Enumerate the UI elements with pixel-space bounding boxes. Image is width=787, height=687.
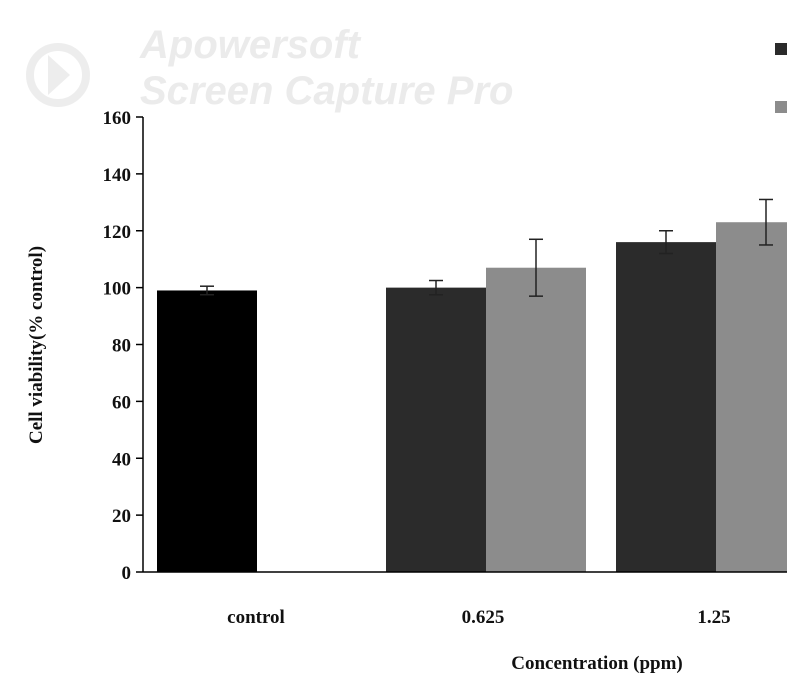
x-axis-title: Concentration (ppm) <box>511 653 683 674</box>
y-tick-label: 160 <box>103 108 132 129</box>
error-bar <box>529 238 543 297</box>
y-tick-label: 120 <box>103 222 132 243</box>
x-category-label: 0.625 <box>462 607 505 628</box>
x-axis-category-labels: control 0.625 1.25 <box>227 607 730 628</box>
legend-swatch <box>775 101 787 113</box>
watermark-line2: Screen Capture Pro <box>140 69 513 113</box>
bar <box>157 290 257 572</box>
x-category-label: 1.25 <box>697 607 730 628</box>
error-bars <box>200 198 773 297</box>
bar <box>716 222 787 572</box>
bar <box>616 242 716 572</box>
y-tick-label: 80 <box>112 336 131 357</box>
y-axis-title: Cell viability(% control) <box>26 246 47 444</box>
y-tick-label: 100 <box>103 279 132 300</box>
bars <box>157 222 787 572</box>
legend-swatch <box>775 43 787 55</box>
y-tick-label: 60 <box>112 392 131 413</box>
legend <box>775 43 787 113</box>
y-tick-label: 40 <box>112 449 131 470</box>
bar <box>486 267 586 572</box>
error-bar <box>759 198 773 246</box>
error-bar <box>659 230 673 255</box>
y-tick-label: 20 <box>112 506 131 527</box>
x-category-label: control <box>227 607 285 628</box>
watermark-line1: Apowersoft <box>139 23 362 67</box>
error-bar <box>429 279 443 296</box>
y-tick-label: 0 <box>122 563 132 584</box>
bar <box>386 287 486 572</box>
watermark-logo-icon <box>26 43 90 107</box>
y-tick-label: 140 <box>103 165 132 186</box>
y-axis-ticks: 0 20 40 60 80 100 120 140 160 <box>103 108 143 584</box>
watermark: Apowersoft Screen Capture Pro <box>26 23 513 113</box>
error-bar <box>200 285 214 296</box>
